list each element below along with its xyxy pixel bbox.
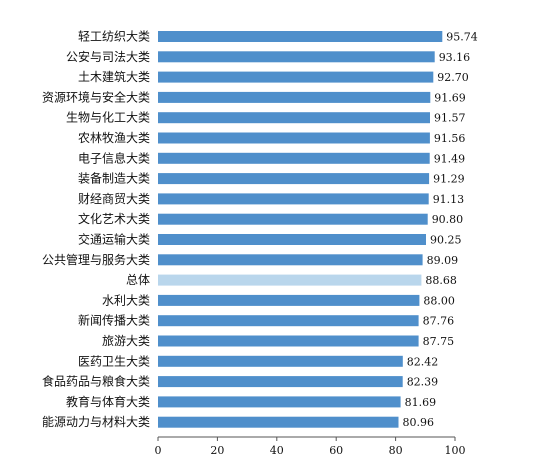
- bar-7: [158, 173, 430, 185]
- category-label-15: 旅游大类: [102, 334, 150, 348]
- category-label-6: 电子信息大类: [78, 150, 150, 165]
- x-tick-label-2: 40: [270, 444, 284, 457]
- bar-9: [158, 213, 428, 225]
- category-label-2: 土木建筑大类: [78, 69, 150, 84]
- category-label-7: 装备制造大类: [78, 172, 150, 186]
- category-label-17: 食品药品与粮食大类: [42, 374, 150, 389]
- category-label-10: 交通运输大类: [78, 232, 150, 247]
- bar-1: [158, 51, 435, 63]
- value-label-6: 91.49: [434, 152, 466, 165]
- value-label-13: 88.00: [423, 294, 455, 307]
- x-tick-label-3: 60: [329, 444, 343, 457]
- category-label-3: 资源环境与安全大类: [42, 89, 150, 104]
- bar-19: [158, 416, 399, 428]
- x-tick-label-0: 0: [155, 444, 162, 457]
- value-label-12: 88.68: [425, 274, 457, 287]
- value-label-9: 90.80: [432, 213, 464, 226]
- category-label-9: 文化艺术大类: [78, 211, 150, 226]
- value-label-1: 93.16: [439, 51, 471, 64]
- bar-13: [158, 294, 420, 306]
- bar-16: [158, 355, 403, 367]
- bar-6: [158, 152, 430, 164]
- bar-17: [158, 376, 403, 388]
- bar-14: [158, 315, 419, 327]
- value-label-19: 80.96: [403, 416, 435, 429]
- value-label-5: 91.56: [434, 132, 466, 145]
- x-tick-label-4: 80: [389, 444, 403, 457]
- value-label-16: 82.42: [407, 355, 439, 368]
- value-label-7: 91.29: [433, 173, 465, 186]
- category-label-8: 财经商贸大类: [78, 191, 150, 206]
- category-label-12: 总体: [126, 273, 150, 287]
- value-label-3: 91.69: [434, 91, 466, 104]
- bar-15: [158, 335, 419, 347]
- category-label-13: 水利大类: [102, 293, 150, 307]
- bar-11: [158, 254, 423, 266]
- category-label-19: 能源动力与材料大类: [42, 415, 150, 429]
- value-label-8: 91.13: [433, 193, 465, 206]
- x-tick-label-5: 100: [445, 444, 466, 457]
- category-label-5: 农林牧渔大类: [78, 131, 150, 145]
- bar-10: [158, 234, 426, 245]
- x-tick-label-1: 20: [210, 444, 224, 457]
- category-label-14: 新闻传播大类: [78, 313, 150, 328]
- bar-4: [158, 112, 430, 124]
- category-label-1: 公安与司法大类: [66, 49, 150, 64]
- category-label-16: 医药卫生大类: [78, 354, 150, 368]
- value-label-14: 87.76: [423, 315, 455, 328]
- bar-2: [158, 71, 434, 83]
- value-label-0: 95.74: [446, 31, 478, 44]
- bar-18: [158, 396, 401, 408]
- bar-12: [158, 274, 422, 286]
- category-label-18: 教育与体育大类: [66, 394, 150, 409]
- value-label-11: 89.09: [427, 254, 459, 267]
- value-label-18: 81.69: [405, 396, 437, 409]
- value-label-17: 82.39: [407, 376, 439, 389]
- value-label-4: 91.57: [434, 112, 466, 125]
- value-label-10: 90.25: [430, 234, 462, 247]
- bar-0: [158, 31, 443, 42]
- bar-8: [158, 193, 429, 205]
- category-label-11: 公共管理与服务大类: [42, 252, 150, 267]
- bar-5: [158, 132, 430, 144]
- value-label-2: 92.70: [437, 71, 469, 84]
- bar-3: [158, 91, 431, 103]
- value-label-15: 87.75: [423, 335, 455, 348]
- category-label-4: 生物与化工大类: [66, 111, 150, 125]
- category-label-0: 轻工纺织大类: [78, 30, 150, 44]
